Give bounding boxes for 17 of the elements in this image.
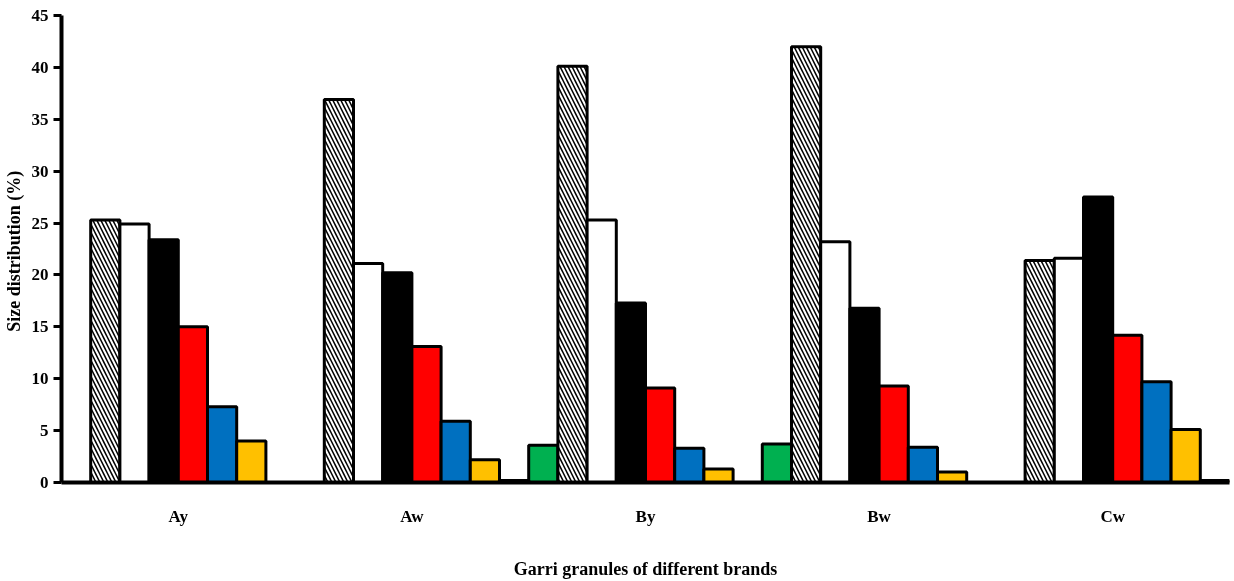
y-tick-label: 40 xyxy=(31,57,49,77)
y-tick-label: 10 xyxy=(31,369,49,389)
x-tick-label: Ay xyxy=(168,506,189,526)
x-tick-label: By xyxy=(635,506,656,526)
y-tick-label: 45 xyxy=(31,6,49,25)
y-tick-label: 20 xyxy=(31,265,49,285)
y-tick-label: 25 xyxy=(31,213,49,233)
y-tick-label: 30 xyxy=(31,161,49,181)
y-tick-label: 35 xyxy=(31,109,49,129)
y-axis-title: Size distribution (%) xyxy=(3,170,25,332)
x-tick-label: Cw xyxy=(1100,506,1126,526)
y-tick-label: 15 xyxy=(31,317,49,337)
x-tick-label: Aw xyxy=(400,506,425,526)
y-tick-label: 5 xyxy=(40,421,49,441)
y-tick-label: 0 xyxy=(40,473,49,492)
x-tick-label: Bw xyxy=(867,506,892,526)
x-axis-title: Garri granules of different brands xyxy=(513,558,778,579)
